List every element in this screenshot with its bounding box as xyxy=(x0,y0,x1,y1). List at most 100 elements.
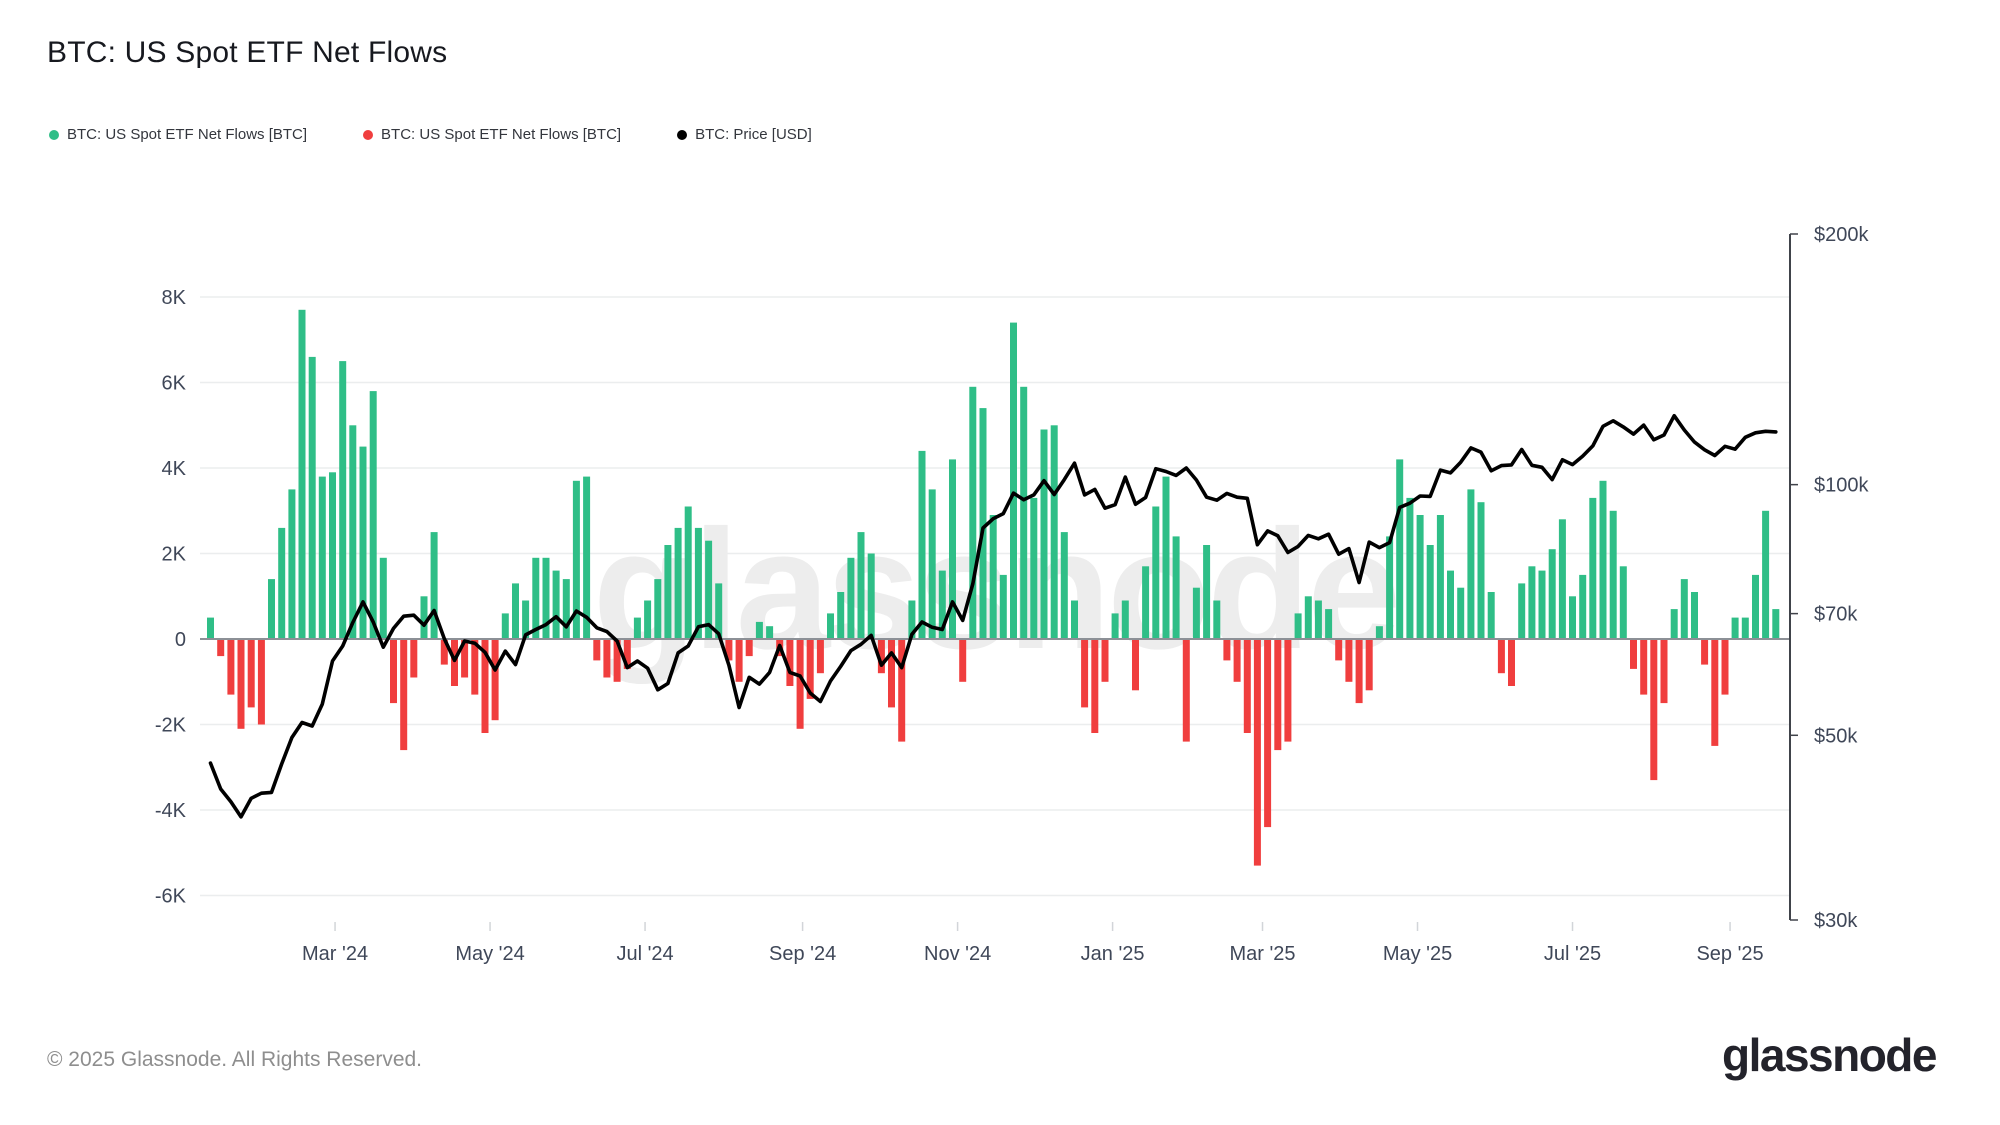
flow-bar[interactable] xyxy=(1772,609,1780,639)
flow-bar[interactable] xyxy=(1721,639,1729,695)
flow-bar[interactable] xyxy=(1152,506,1160,640)
flow-bar[interactable] xyxy=(735,639,743,682)
flow-bar[interactable] xyxy=(532,557,540,639)
flow-bar[interactable] xyxy=(755,621,763,639)
flow-bar[interactable] xyxy=(501,613,509,639)
flow-bar[interactable] xyxy=(1741,617,1749,639)
flow-bar[interactable] xyxy=(1071,600,1078,640)
flow-bar[interactable] xyxy=(237,639,245,729)
legend-item-netflows-negative[interactable]: BTC: US Spot ETF Net Flows [BTC] xyxy=(363,126,621,143)
flow-bar[interactable] xyxy=(999,574,1007,639)
flow-bar[interactable] xyxy=(451,639,458,686)
flow-bar[interactable] xyxy=(1426,545,1434,639)
flow-bar[interactable] xyxy=(1670,609,1678,639)
flow-bar[interactable] xyxy=(1650,639,1658,781)
flow-bar[interactable] xyxy=(1508,639,1515,686)
flow-bar[interactable] xyxy=(390,639,397,704)
flow-bar[interactable] xyxy=(1050,425,1058,640)
flow-bar[interactable] xyxy=(644,600,652,640)
flow-bar[interactable] xyxy=(806,639,814,699)
flow-bar[interactable] xyxy=(633,617,641,639)
flow-bar[interactable] xyxy=(816,639,824,674)
flow-bar[interactable] xyxy=(1081,639,1089,708)
flow-bar[interactable] xyxy=(308,356,316,639)
flow-bar[interactable] xyxy=(1121,600,1129,640)
flow-bar[interactable] xyxy=(278,527,286,639)
flow-bar[interactable] xyxy=(298,309,306,639)
flow-bar[interactable] xyxy=(1589,497,1597,639)
flow-bar[interactable] xyxy=(1213,600,1221,640)
flow-bar[interactable] xyxy=(1030,497,1038,639)
flow-bar[interactable] xyxy=(1335,639,1343,661)
flow-bar[interactable] xyxy=(603,639,611,678)
flow-bar[interactable] xyxy=(1375,626,1383,639)
flow-bar[interactable] xyxy=(969,386,977,639)
flow-bar[interactable] xyxy=(247,639,255,708)
flow-bar[interactable] xyxy=(1528,566,1536,639)
flow-bar[interactable] xyxy=(1172,536,1180,639)
flow-bar[interactable] xyxy=(1274,639,1282,751)
flow-bar[interactable] xyxy=(583,476,591,639)
flow-bar[interactable] xyxy=(1304,596,1312,640)
flow-bar[interactable] xyxy=(1487,592,1495,639)
flow-bar[interactable] xyxy=(268,579,275,639)
flow-bar[interactable] xyxy=(1294,613,1302,639)
flow-bar[interactable] xyxy=(1660,639,1668,704)
flow-bar[interactable] xyxy=(654,579,662,639)
flow-bar[interactable] xyxy=(928,489,936,639)
flow-bar[interactable] xyxy=(1538,570,1546,639)
flow-bar[interactable] xyxy=(1558,519,1566,639)
flow-bar[interactable] xyxy=(1091,639,1099,733)
flow-bar[interactable] xyxy=(898,639,906,742)
flow-bar[interactable] xyxy=(837,592,845,639)
flow-bar[interactable] xyxy=(918,450,926,639)
flow-bar[interactable] xyxy=(1355,639,1363,704)
flow-bar[interactable] xyxy=(1619,566,1627,639)
flow-bar[interactable] xyxy=(369,391,377,639)
flow-bar[interactable] xyxy=(359,446,367,639)
flow-bar[interactable] xyxy=(1060,532,1068,639)
flow-bar[interactable] xyxy=(847,557,855,639)
flow-bar[interactable] xyxy=(674,527,682,639)
flow-bar[interactable] xyxy=(207,617,214,639)
flow-bar[interactable] xyxy=(786,639,794,686)
flow-bar[interactable] xyxy=(664,545,672,639)
flow-bar[interactable] xyxy=(1192,587,1200,639)
flow-bar[interactable] xyxy=(1752,574,1759,639)
flow-bar[interactable] xyxy=(1040,429,1048,640)
flow-bar[interactable] xyxy=(1518,583,1526,639)
flow-bar[interactable] xyxy=(440,639,448,665)
flow-bar[interactable] xyxy=(1111,613,1119,639)
flow-bar[interactable] xyxy=(1416,515,1424,639)
flow-bar[interactable] xyxy=(938,570,946,639)
flow-bar[interactable] xyxy=(1243,639,1251,733)
flow-bar[interactable] xyxy=(888,639,895,708)
flow-bar[interactable] xyxy=(623,639,631,669)
flow-bar[interactable] xyxy=(1731,617,1739,639)
flow-bar[interactable] xyxy=(593,639,601,661)
flow-bar[interactable] xyxy=(1548,549,1556,639)
flow-bar[interactable] xyxy=(867,553,875,640)
flow-bar[interactable] xyxy=(694,527,702,639)
flow-bar[interactable] xyxy=(1579,574,1587,639)
flow-bar[interactable] xyxy=(766,626,774,639)
flow-bar[interactable] xyxy=(796,639,804,729)
flow-bar[interactable] xyxy=(318,476,326,639)
flow-bar[interactable] xyxy=(1599,480,1607,639)
flow-bar[interactable] xyxy=(430,532,438,639)
flow-bar[interactable] xyxy=(379,557,387,639)
flow-bar[interactable] xyxy=(552,570,560,639)
flow-bar[interactable] xyxy=(1406,497,1414,639)
flow-bar[interactable] xyxy=(1691,592,1698,639)
flow-bar[interactable] xyxy=(1762,510,1770,640)
flow-bar[interactable] xyxy=(1609,510,1617,640)
flow-bar[interactable] xyxy=(512,583,519,639)
flow-bar[interactable] xyxy=(1365,639,1373,691)
flow-bar[interactable] xyxy=(705,540,713,639)
flow-bar[interactable] xyxy=(745,639,753,657)
flow-bar[interactable] xyxy=(227,639,235,695)
flow-bar[interactable] xyxy=(572,480,580,639)
flow-bar[interactable] xyxy=(1711,639,1719,746)
flow-bar[interactable] xyxy=(1314,600,1322,640)
